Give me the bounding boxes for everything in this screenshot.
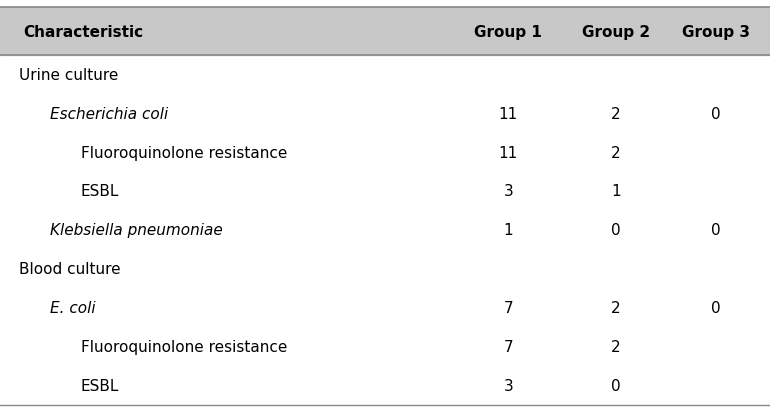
Text: ESBL: ESBL [81, 184, 119, 199]
Text: 0: 0 [711, 300, 721, 315]
Text: 1: 1 [504, 223, 513, 238]
Text: Fluoroquinolone resistance: Fluoroquinolone resistance [81, 145, 287, 160]
Text: 2: 2 [611, 339, 621, 354]
Text: Klebsiella pneumoniae: Klebsiella pneumoniae [50, 223, 223, 238]
Text: 3: 3 [504, 184, 513, 199]
Text: 11: 11 [499, 145, 517, 160]
Text: 3: 3 [504, 378, 513, 393]
Text: 0: 0 [611, 223, 621, 238]
Text: Characteristic: Characteristic [23, 24, 143, 40]
Text: Group 2: Group 2 [582, 24, 650, 40]
Text: 11: 11 [499, 107, 517, 121]
Text: Group 3: Group 3 [682, 24, 750, 40]
Text: 7: 7 [504, 300, 513, 315]
Text: ESBL: ESBL [81, 378, 119, 393]
Text: Group 1: Group 1 [474, 24, 542, 40]
Bar [0, 8, 770, 56]
Text: 2: 2 [611, 145, 621, 160]
Text: 0: 0 [611, 378, 621, 393]
Text: 0: 0 [711, 107, 721, 121]
Text: 2: 2 [611, 300, 621, 315]
Text: Urine culture: Urine culture [19, 68, 119, 83]
Text: Blood culture: Blood culture [19, 261, 121, 277]
Text: E. coli: E. coli [50, 300, 95, 315]
Text: 1: 1 [611, 184, 621, 199]
Text: 0: 0 [711, 223, 721, 238]
Text: 7: 7 [504, 339, 513, 354]
Text: 2: 2 [611, 107, 621, 121]
Text: Escherichia coli: Escherichia coli [50, 107, 169, 121]
Text: Fluoroquinolone resistance: Fluoroquinolone resistance [81, 339, 287, 354]
